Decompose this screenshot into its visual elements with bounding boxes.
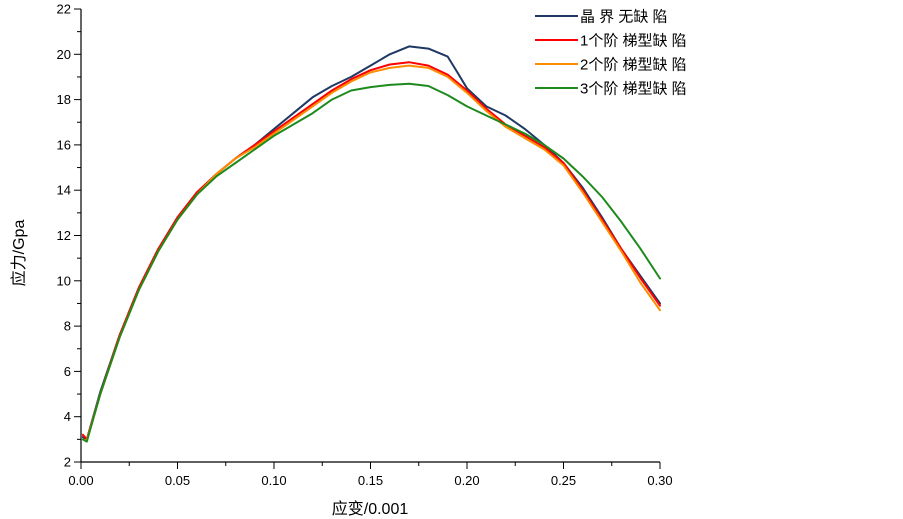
legend: 晶 界 无缺 陷 1个阶 梯型缺 陷 2个阶 梯型缺 陷 3个阶 梯型缺 陷: [535, 9, 687, 98]
y-axis-title: 应力/Gpa: [9, 220, 28, 287]
x-tick-label: 0.20: [454, 473, 479, 488]
y-tick-label: 4: [64, 409, 71, 424]
y-tick-label: 22: [57, 2, 71, 17]
series-group: [81, 45, 661, 443]
series-line-4: [81, 82, 661, 443]
y-tick-label: 2: [64, 455, 71, 470]
series-line-2: [81, 61, 661, 441]
x-tick-label: 0.25: [551, 473, 576, 488]
x-axis-title: 应变/0.001: [332, 499, 409, 518]
x-tick-label: 0.30: [647, 473, 672, 488]
x-tick-label: 0.10: [261, 473, 286, 488]
y-tick-label: 8: [64, 319, 71, 334]
series-line-1: [81, 45, 661, 441]
ticks: 0.00 0.05 0.10 0.15 0.20 0.25 0.30 2 4 6 8 10 12 14 16…: [57, 2, 673, 489]
legend-label-3: 2个阶 梯型缺 陷: [580, 57, 687, 74]
legend-label-1: 晶 界 无缺 陷: [580, 9, 668, 26]
legend-label-2: 1个阶 梯型缺 陷: [580, 33, 687, 50]
x-tick-label: 0.15: [358, 473, 383, 488]
legend-label-4: 3个阶 梯型缺 陷: [580, 81, 687, 98]
y-tick-label: 10: [57, 273, 71, 288]
y-tick-label: 14: [57, 183, 71, 198]
y-tick-label: 12: [57, 228, 71, 243]
x-tick-label: 0.05: [165, 473, 190, 488]
y-tick-label: 16: [57, 137, 71, 152]
series-line-3: [81, 64, 661, 442]
x-tick-label: 0.00: [68, 473, 93, 488]
y-tick-label: 18: [57, 92, 71, 107]
y-tick-label: 20: [57, 47, 71, 62]
y-tick-label: 6: [64, 364, 71, 379]
